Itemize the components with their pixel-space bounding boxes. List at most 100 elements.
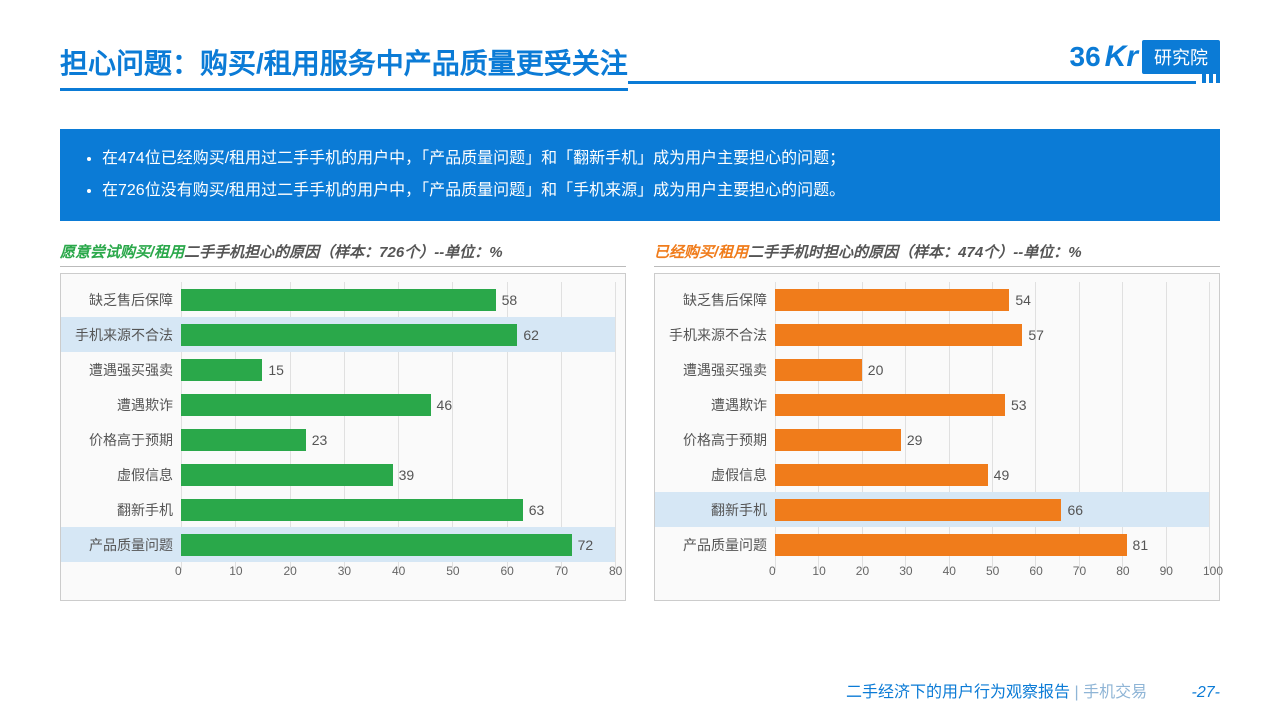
bar-row: 产品质量问题72 (61, 527, 615, 562)
bar-value: 63 (529, 502, 545, 518)
axis-tick: 30 (338, 564, 351, 578)
bar-row: 手机来源不合法57 (655, 317, 1209, 352)
bar-value: 66 (1067, 502, 1083, 518)
bar: 58 (181, 289, 496, 311)
axis-tick: 70 (1073, 564, 1086, 578)
bar-row: 价格高于预期29 (655, 422, 1209, 457)
axis-tick: 50 (986, 564, 999, 578)
bar-label: 翻新手机 (655, 500, 775, 520)
bar-row: 遭遇强买强卖15 (61, 352, 615, 387)
axis-tick: 10 (812, 564, 825, 578)
bar-value: 58 (502, 292, 518, 308)
bar-row: 产品质量问题81 (655, 527, 1209, 562)
bar: 53 (775, 394, 1005, 416)
bar-value: 46 (437, 397, 453, 413)
bar-value: 57 (1028, 327, 1044, 343)
logo-36: 36 (1070, 41, 1101, 73)
chart-left-title: 愿意尝试购买/租用二手手机担心的原因（样本：726个）--单位：% (60, 241, 626, 267)
axis-tick: 70 (555, 564, 568, 578)
bar-row: 虚假信息39 (61, 457, 615, 492)
bar: 62 (181, 324, 517, 346)
axis-tick: 50 (446, 564, 459, 578)
axis-tick: 10 (229, 564, 242, 578)
bar-value: 72 (578, 537, 594, 553)
bar-value: 20 (868, 362, 884, 378)
axis-tick: 0 (769, 564, 776, 578)
footer: 二手经济下的用户行为观察报告 | 手机交易 -27- (846, 678, 1220, 702)
axis-tick: 90 (1160, 564, 1173, 578)
bar-label: 手机来源不合法 (655, 325, 775, 345)
bar-row: 翻新手机66 (655, 492, 1209, 527)
bar: 54 (775, 289, 1009, 311)
bar-row: 翻新手机63 (61, 492, 615, 527)
bar: 29 (775, 429, 901, 451)
footer-section: 手机交易 (1083, 684, 1147, 701)
bar: 15 (181, 359, 262, 381)
bar-label: 遭遇欺诈 (655, 395, 775, 415)
chart-right-block: 已经购买/租用二手手机时担心的原因（样本：474个）--单位：% 缺乏售后保障5… (654, 241, 1220, 601)
summary-bullets: 在474位已经购买/租用过二手手机的用户中，「产品质量问题」和「翻新手机」成为用… (60, 129, 1220, 221)
bar-label: 缺乏售后保障 (655, 290, 775, 310)
bar: 46 (181, 394, 431, 416)
bar-value: 81 (1133, 537, 1149, 553)
chart-right: 缺乏售后保障54手机来源不合法57遭遇强买强卖20遭遇欺诈53价格高于预期29虚… (654, 273, 1220, 601)
bar-row: 虚假信息49 (655, 457, 1209, 492)
bar-label: 遭遇强买强卖 (655, 360, 775, 380)
bar-label: 产品质量问题 (61, 535, 181, 555)
bar: 49 (775, 464, 988, 486)
axis-tick: 30 (899, 564, 912, 578)
axis-tick: 20 (284, 564, 297, 578)
axis-tick: 60 (1029, 564, 1042, 578)
bar-value: 15 (268, 362, 284, 378)
bar-label: 缺乏售后保障 (61, 290, 181, 310)
chart-right-title: 已经购买/租用二手手机时担心的原因（样本：474个）--单位：% (654, 241, 1220, 267)
axis-tick: 100 (1203, 564, 1223, 578)
axis-tick: 80 (1116, 564, 1129, 578)
title-underline (628, 81, 1196, 84)
bar-label: 虚假信息 (61, 465, 181, 485)
bar: 81 (775, 534, 1127, 556)
bar-label: 遭遇强买强卖 (61, 360, 181, 380)
bar-value: 23 (312, 432, 328, 448)
footer-sep: | (1074, 684, 1083, 701)
bar-label: 翻新手机 (61, 500, 181, 520)
brand-logo: 36 Kr 研究院 (1070, 40, 1221, 74)
axis-tick: 80 (609, 564, 622, 578)
bar-value: 49 (994, 467, 1010, 483)
bar-row: 缺乏售后保障54 (655, 282, 1209, 317)
bar: 66 (775, 499, 1061, 521)
x-axis: 0102030405060708090100 (775, 562, 1209, 580)
bar-label: 遭遇欺诈 (61, 395, 181, 415)
bar-value: 54 (1015, 292, 1031, 308)
bar-row: 缺乏售后保障58 (61, 282, 615, 317)
bar-row: 遭遇欺诈46 (61, 387, 615, 422)
bar: 57 (775, 324, 1022, 346)
bullet-item: 在474位已经购买/租用过二手手机的用户中，「产品质量问题」和「翻新手机」成为用… (102, 143, 1196, 175)
bar-row: 价格高于预期23 (61, 422, 615, 457)
bar-label: 价格高于预期 (655, 430, 775, 450)
bar: 23 (181, 429, 306, 451)
chart-left-block: 愿意尝试购买/租用二手手机担心的原因（样本：726个）--单位：% 缺乏售后保障… (60, 241, 626, 601)
bar: 39 (181, 464, 393, 486)
axis-tick: 40 (943, 564, 956, 578)
bar-value: 39 (399, 467, 415, 483)
bar: 63 (181, 499, 523, 521)
bar-row: 遭遇强买强卖20 (655, 352, 1209, 387)
bar-label: 价格高于预期 (61, 430, 181, 450)
bullet-item: 在726位没有购买/租用过二手手机的用户中，「产品质量问题」和「手机来源」成为用… (102, 175, 1196, 207)
logo-tag: 研究院 (1142, 40, 1220, 74)
bar-row: 手机来源不合法62 (61, 317, 615, 352)
bar-label: 产品质量问题 (655, 535, 775, 555)
footer-report-title: 二手经济下的用户行为观察报告 (846, 684, 1070, 701)
bar-value: 53 (1011, 397, 1027, 413)
bar: 72 (181, 534, 572, 556)
axis-tick: 20 (856, 564, 869, 578)
page-title: 担心问题：购买/租用服务中产品质量更受关注 (60, 42, 628, 91)
bar-value: 29 (907, 432, 923, 448)
logo-kr: Kr (1105, 40, 1138, 74)
bar-value: 62 (523, 327, 539, 343)
bar: 20 (775, 359, 862, 381)
x-axis: 01020304050607080 (181, 562, 615, 580)
axis-tick: 40 (392, 564, 405, 578)
bar-label: 虚假信息 (655, 465, 775, 485)
